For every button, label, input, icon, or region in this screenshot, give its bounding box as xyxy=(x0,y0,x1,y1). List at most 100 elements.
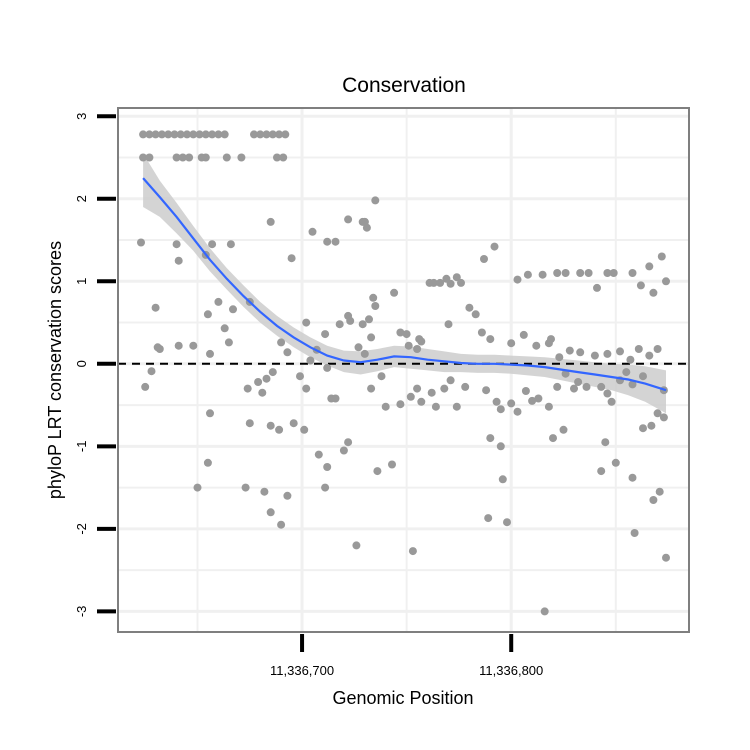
data-point xyxy=(344,438,353,447)
data-point xyxy=(513,275,522,284)
data-point xyxy=(549,434,557,443)
data-point xyxy=(335,320,344,329)
data-point xyxy=(174,256,183,265)
data-point xyxy=(611,458,620,467)
data-point xyxy=(275,130,284,139)
data-point xyxy=(254,378,263,386)
y-tick-label: 1 xyxy=(74,278,89,285)
data-point xyxy=(647,421,656,430)
data-point xyxy=(540,607,549,616)
data-point xyxy=(139,153,148,162)
data-point xyxy=(226,240,235,249)
data-point xyxy=(306,356,315,365)
data-point xyxy=(628,380,637,389)
data-point xyxy=(243,384,252,393)
data-point xyxy=(245,419,254,428)
y-axis: 3 2 1 0 -1 -2 -3 xyxy=(74,113,116,617)
x-tick-label: 11,336,700 xyxy=(270,663,334,678)
data-point xyxy=(289,419,298,428)
data-point xyxy=(492,397,501,406)
data-point xyxy=(616,347,624,356)
data-point xyxy=(444,320,453,329)
data-point xyxy=(369,293,378,302)
data-point xyxy=(521,387,530,395)
data-point xyxy=(308,227,317,236)
data-point xyxy=(490,242,499,251)
data-point xyxy=(440,384,449,393)
data-point xyxy=(266,421,275,430)
data-point xyxy=(609,269,618,277)
data-point xyxy=(477,328,486,337)
data-point xyxy=(532,341,541,350)
data-point xyxy=(498,475,507,484)
data-point xyxy=(214,297,223,306)
data-point xyxy=(258,388,267,397)
data-point xyxy=(360,349,369,358)
points-layer xyxy=(137,130,670,616)
data-point xyxy=(220,130,229,139)
data-point xyxy=(256,130,265,139)
data-point xyxy=(229,305,237,314)
data-point xyxy=(279,153,288,162)
data-point xyxy=(446,279,455,288)
data-point xyxy=(603,349,612,358)
data-point xyxy=(321,483,330,492)
data-point xyxy=(203,310,212,319)
data-point xyxy=(214,130,223,139)
data-point xyxy=(300,425,309,434)
data-point xyxy=(193,483,202,492)
data-point xyxy=(365,315,373,324)
data-point xyxy=(260,487,269,496)
data-point xyxy=(195,130,204,139)
smooth-line-layer xyxy=(142,177,667,392)
data-point xyxy=(431,402,440,411)
data-point xyxy=(201,153,210,162)
data-point xyxy=(436,278,445,287)
data-point xyxy=(344,215,353,224)
data-point xyxy=(471,310,480,319)
data-point xyxy=(636,281,645,290)
data-point xyxy=(626,355,635,364)
data-point xyxy=(659,413,668,422)
data-point xyxy=(388,460,396,469)
data-point xyxy=(153,343,162,352)
data-point xyxy=(323,463,332,471)
data-point xyxy=(528,396,537,405)
data-point xyxy=(413,384,422,393)
y-tick-label: 0 xyxy=(74,360,89,367)
data-point xyxy=(172,240,181,249)
data-point xyxy=(507,399,516,408)
data-point xyxy=(145,153,154,162)
data-point xyxy=(283,491,292,500)
data-point xyxy=(262,130,271,139)
data-point xyxy=(151,130,160,139)
data-point xyxy=(360,217,369,226)
confidence-band-layer xyxy=(143,153,667,414)
x-tick-label: 11,336,800 xyxy=(479,663,543,678)
data-point xyxy=(176,130,185,139)
plot-panel xyxy=(117,107,690,633)
data-point xyxy=(170,130,179,139)
data-point xyxy=(314,450,323,459)
data-point xyxy=(321,330,330,339)
data-point xyxy=(178,153,187,162)
data-point xyxy=(639,372,647,381)
data-point xyxy=(367,333,376,342)
data-point xyxy=(402,330,411,339)
data-point xyxy=(519,330,528,339)
data-point xyxy=(406,392,415,401)
data-point xyxy=(561,269,570,277)
data-point xyxy=(628,269,637,277)
data-point xyxy=(457,278,465,287)
data-point xyxy=(201,130,210,139)
data-point xyxy=(645,351,654,360)
data-point xyxy=(275,425,284,434)
data-point xyxy=(250,130,258,139)
data-point xyxy=(590,351,599,360)
data-point xyxy=(164,130,173,139)
data-point xyxy=(323,363,332,372)
data-point xyxy=(547,335,555,344)
data-point xyxy=(582,382,591,391)
data-point xyxy=(417,337,426,346)
